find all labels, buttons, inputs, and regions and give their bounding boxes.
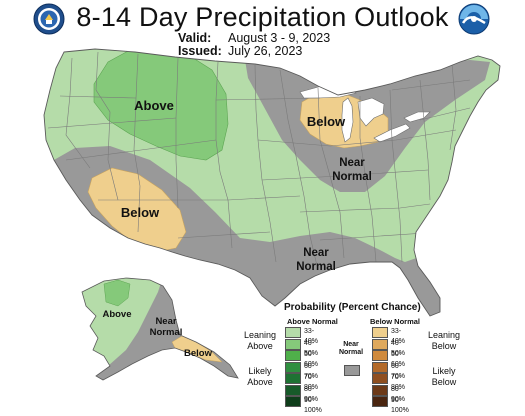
doc-seal-icon xyxy=(33,3,65,35)
legend-above-label-6: 80-90% xyxy=(304,385,319,403)
legend-above-label-4: 60-70% xyxy=(304,362,319,380)
above-40-50-region xyxy=(93,49,229,161)
legend-title: Probability (Percent Chance) xyxy=(284,302,421,313)
legend-below-swatch-2 xyxy=(372,338,388,350)
noaa-logo-icon xyxy=(458,3,490,35)
legend-above-swatch-2 xyxy=(285,338,301,350)
conus-outline xyxy=(43,48,501,317)
legend-below-swatch-6 xyxy=(372,384,388,396)
label-below-southwest: Below xyxy=(121,205,160,220)
label-near-south-1: Near xyxy=(303,247,329,259)
legend-leaning-below: Leaning Below xyxy=(427,330,461,351)
legend-below-header: Below Normal xyxy=(370,317,421,326)
legend-below-label-4: 60-70% xyxy=(391,362,406,380)
legend-below-swatch-5 xyxy=(372,373,388,384)
legend-above-swatch-1 xyxy=(285,327,301,338)
label-near-ohio-1: Near xyxy=(339,157,365,169)
valid-label: Valid: xyxy=(178,31,212,45)
legend-below-label-3: 50-60% xyxy=(391,351,406,368)
legend-leaning-above: Leaning Above xyxy=(243,330,277,351)
label-near-south-2: Normal xyxy=(296,261,336,273)
label-above-northwest: Above xyxy=(134,98,174,113)
legend-above-label-5: 70-80% xyxy=(304,374,319,391)
label-near-alaska-2: Normal xyxy=(150,327,183,338)
legend-above-label-3: 50-60% xyxy=(304,351,319,368)
label-below-great-lakes: Below xyxy=(307,114,346,129)
map-title: 8-14 Day Precipitation Outlook xyxy=(76,2,449,32)
legend-below-label-1: 33-40% xyxy=(391,328,406,345)
legend-above-swatch-5 xyxy=(285,373,301,384)
legend-above-label-1: 33-40% xyxy=(304,328,319,345)
legend-above-label-7: 90-100% xyxy=(304,397,322,414)
legend-above-header: Above Normal xyxy=(287,317,338,326)
valid-dates: Valid: August 3 - 9, 2023 xyxy=(178,31,330,45)
legend-below-label-7: 90-100% xyxy=(391,397,409,414)
legend-above-swatch-4 xyxy=(285,361,301,373)
legend-near-normal-label: Near Normal xyxy=(338,341,364,356)
legend-above-swatch-7 xyxy=(285,396,301,407)
legend-above-label-2: 40-50% xyxy=(304,339,319,357)
legend-below-swatch-7 xyxy=(372,396,388,407)
legend-above-swatch-6 xyxy=(285,384,301,396)
label-near-alaska-1: Near xyxy=(155,316,176,327)
issued-label: Issued: xyxy=(178,44,222,58)
legend-below-swatch-4 xyxy=(372,361,388,373)
alaska-above-40-50-region xyxy=(103,279,131,307)
legend-likely-above: Likely Above xyxy=(247,366,273,387)
legend-below-label-5: 70-80% xyxy=(391,374,406,391)
state-boundaries xyxy=(47,51,471,271)
legend-likely-below: Likely Below xyxy=(431,366,457,387)
label-above-alaska: Above xyxy=(102,309,131,320)
valid-value: August 3 - 9, 2023 xyxy=(228,31,331,45)
legend-below-label-2: 40-50% xyxy=(391,339,406,357)
legend-above-swatch-3 xyxy=(285,350,301,361)
label-below-alaska: Below xyxy=(184,348,213,359)
legend-near-normal-swatch xyxy=(344,365,360,376)
legend-below-label-6: 80-90% xyxy=(391,385,406,403)
issued-date: Issued: July 26, 2023 xyxy=(178,44,302,58)
legend-below-swatch-1 xyxy=(372,327,388,338)
alaska-outline xyxy=(81,277,239,381)
outlook-map: Above Below Near Normal Below Near Norma… xyxy=(43,48,501,381)
label-near-ohio-2: Normal xyxy=(332,171,372,183)
issued-value: July 26, 2023 xyxy=(228,44,303,58)
legend-below-swatch-3 xyxy=(372,350,388,361)
